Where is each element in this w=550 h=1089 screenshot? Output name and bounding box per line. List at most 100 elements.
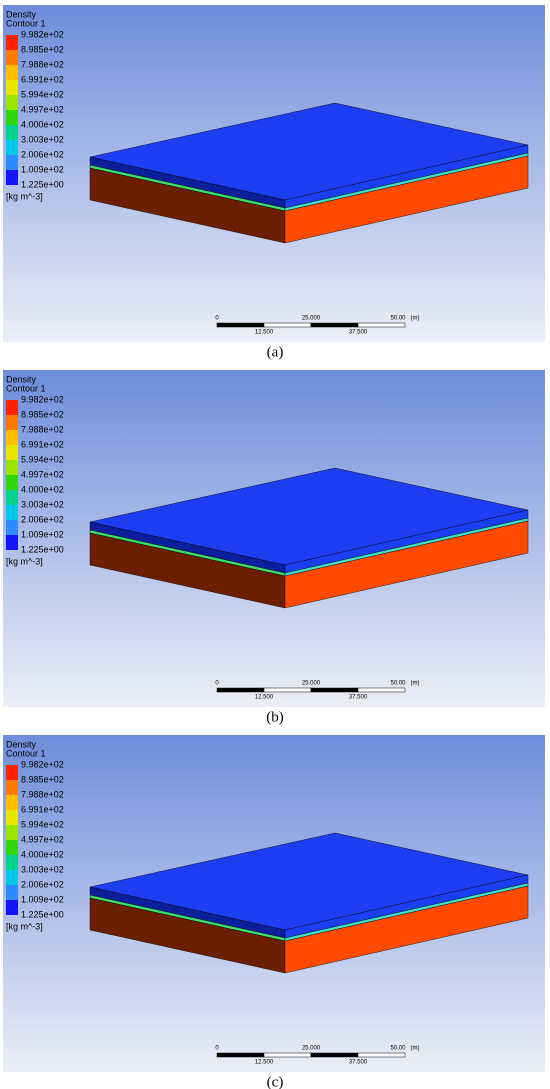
legend-swatch [6,460,18,475]
legend-label: 7.988e+02 [21,424,64,434]
legend-label: 5.994e+02 [21,454,64,464]
legend-title: Density [6,374,37,384]
legend-swatch [6,155,18,170]
legend-swatch [6,870,18,885]
legend-subtitle: Contour 1 [6,18,46,28]
legend-label: 1.009e+02 [21,164,64,174]
slab-right-body [284,520,529,609]
legend-label: 4.000e+02 [21,119,64,129]
legend-label: 7.988e+02 [21,789,64,799]
scale-bar-segment [263,1052,312,1058]
legend-swatch [6,780,18,795]
legend-label: 2.006e+02 [21,514,64,524]
legend-swatch [6,170,18,185]
scale-bar-segment [357,687,406,693]
legend-label: 4.000e+02 [21,484,64,494]
legend-swatch [6,445,18,460]
legend-label: 4.997e+02 [21,469,64,479]
scale-unit: (m) [411,681,420,687]
legend-unit: [kg m^-3] [6,556,43,566]
legend-label: 9.982e+02 [21,394,64,404]
scale-unit: (m) [411,1046,420,1052]
legend-label: 9.982e+02 [21,29,64,39]
legend-label: 1.225e+00 [21,909,64,919]
scale-bar-segment [310,322,359,328]
scale-bar-segment [263,322,312,328]
scale-label: 25.000 [302,316,321,322]
caption: (b) [266,709,284,725]
legend-swatch [6,50,18,65]
legend-subtitle: Contour 1 [6,383,46,393]
legend-swatch [6,810,18,825]
legend-label: 3.003e+02 [21,864,64,874]
legend-label: 8.985e+02 [21,409,64,419]
legend-label: 3.003e+02 [21,499,64,509]
legend-swatch [6,110,18,125]
legend-title: Density [6,739,37,749]
legend-swatch [6,885,18,900]
legend-label: 8.985e+02 [21,44,64,54]
legend-swatch [6,400,18,415]
legend-swatch [6,125,18,140]
caption: (a) [267,344,284,360]
legend-label: 2.006e+02 [21,879,64,889]
legend-swatch [6,430,18,445]
scale-label: 50.00 [390,681,406,687]
legend-label: 4.997e+02 [21,104,64,114]
legend-label: 5.994e+02 [21,89,64,99]
legend-label: 4.000e+02 [21,849,64,859]
scale-label: 50.00 [390,316,406,322]
scale-bar-segment [357,322,406,328]
legend-subtitle: Contour 1 [6,748,46,758]
scale-bar-segment [310,1052,359,1058]
legend-label: 5.994e+02 [21,819,64,829]
legend-label: 9.982e+02 [21,759,64,769]
scale-bar-segment [216,687,265,693]
scale-label: 12.500 [255,695,274,701]
scale-label: 12.500 [255,330,274,336]
scale-label: 0 [215,316,219,322]
legend-label: 6.991e+02 [21,74,64,84]
legend-title: Density [6,9,37,19]
scale-label: 0 [215,1046,219,1052]
legend-unit: [kg m^-3] [6,191,43,201]
scale-label: 37.500 [349,695,368,701]
scale-bar-segment [216,322,265,328]
legend-swatch [6,900,18,915]
legend-swatch [6,80,18,95]
legend-swatch [6,535,18,550]
legend-label: 8.985e+02 [21,774,64,784]
legend-swatch [6,840,18,855]
legend-label: 6.991e+02 [21,439,64,449]
legend-swatch [6,505,18,520]
slab-right-body [284,885,529,974]
legend-label: 7.988e+02 [21,59,64,69]
scale-label: 0 [215,681,219,687]
caption: (c) [267,1074,284,1089]
legend-label: 1.225e+00 [21,179,64,189]
legend-label: 4.997e+02 [21,834,64,844]
legend-label: 6.991e+02 [21,804,64,814]
legend-swatch [6,855,18,870]
legend-swatch [6,825,18,840]
legend-unit: [kg m^-3] [6,921,43,931]
scale-bar-segment [263,687,312,693]
slab-right-body [284,155,529,244]
legend-label: 1.009e+02 [21,894,64,904]
legend-label: 1.009e+02 [21,529,64,539]
legend-label: 3.003e+02 [21,134,64,144]
scale-label: 12.500 [255,1060,274,1066]
legend-swatch [6,490,18,505]
scale-label: 25.000 [302,1046,321,1052]
legend-swatch [6,140,18,155]
legend-swatch [6,35,18,50]
legend-swatch [6,415,18,430]
scale-label: 50.00 [390,1046,406,1052]
scale-label: 37.500 [349,330,368,336]
legend-label: 2.006e+02 [21,149,64,159]
scale-unit: (m) [411,316,420,322]
